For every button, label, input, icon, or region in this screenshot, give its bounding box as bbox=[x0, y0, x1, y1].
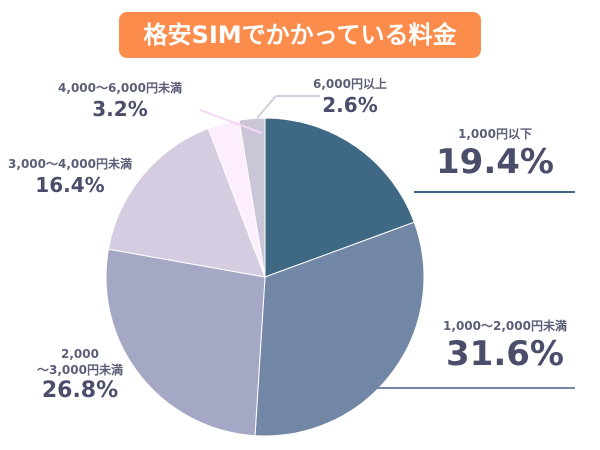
pie-slice bbox=[254, 221, 425, 437]
label-percent: 31.6% bbox=[446, 334, 564, 374]
pie-slice bbox=[264, 117, 415, 278]
label-percent: 26.8% bbox=[41, 378, 119, 403]
label-category: 6,000円以上 bbox=[313, 77, 387, 91]
chart-title: 格安SIMでかかっている料金 bbox=[119, 12, 481, 58]
label-category-line1: 2,000 bbox=[61, 347, 99, 361]
label-percent: 16.4% bbox=[35, 173, 105, 197]
label-1000-under: 1,000円以下 19.4% bbox=[420, 126, 570, 182]
label-1000-2000: 1,000〜2,000円未満 31.6% bbox=[420, 318, 590, 374]
label-category: 1,000円以下 bbox=[458, 127, 532, 141]
label-4000-6000: 4,000〜6,000円未満 3.2% bbox=[55, 80, 185, 122]
label-2000-3000: 2,000 〜3,000円未満 26.8% bbox=[20, 346, 140, 404]
label-percent: 19.4% bbox=[436, 142, 554, 182]
label-category: 4,000〜6,000円未満 bbox=[58, 81, 182, 95]
pie-slice bbox=[107, 127, 266, 278]
label-6000-over: 6,000円以上 2.6% bbox=[300, 76, 400, 118]
leader-line-6000-over bbox=[256, 95, 320, 119]
label-percent: 2.6% bbox=[322, 93, 378, 117]
label-3000-4000: 3,000〜4,000円未満 16.4% bbox=[5, 156, 135, 198]
label-category: 1,000〜2,000円未満 bbox=[443, 319, 567, 333]
pie-slice bbox=[105, 248, 266, 437]
label-category-line2: 〜3,000円未満 bbox=[37, 363, 123, 377]
leader-line-4000-6000 bbox=[199, 109, 263, 134]
label-percent: 3.2% bbox=[92, 97, 148, 121]
pie-slice bbox=[238, 117, 266, 278]
label-category: 3,000〜4,000円未満 bbox=[8, 157, 132, 171]
